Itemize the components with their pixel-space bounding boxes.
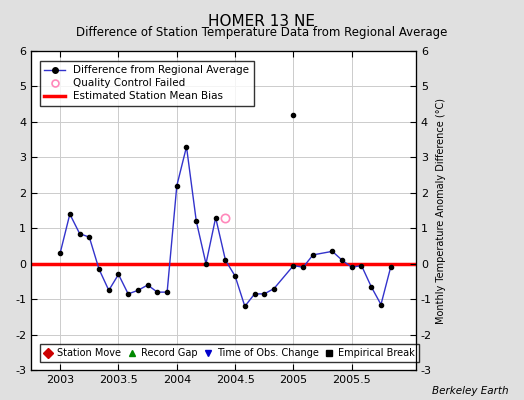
Text: Berkeley Earth: Berkeley Earth <box>432 386 508 396</box>
Text: Difference of Station Temperature Data from Regional Average: Difference of Station Temperature Data f… <box>77 26 447 39</box>
Text: HOMER 13 NE: HOMER 13 NE <box>209 14 315 29</box>
Legend: Station Move, Record Gap, Time of Obs. Change, Empirical Break: Station Move, Record Gap, Time of Obs. C… <box>40 344 419 362</box>
Y-axis label: Monthly Temperature Anomaly Difference (°C): Monthly Temperature Anomaly Difference (… <box>436 98 446 324</box>
